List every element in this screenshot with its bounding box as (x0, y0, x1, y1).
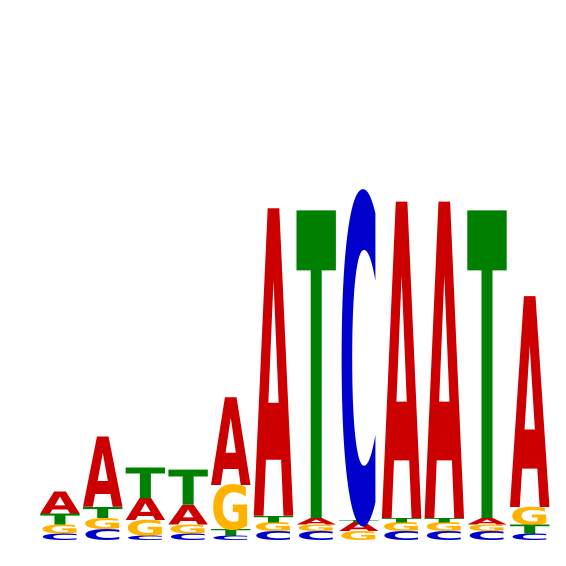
logo-letter-t: T (168, 460, 208, 517)
logo-letter-g: G (510, 503, 550, 531)
logo-letter-t: T (467, 127, 507, 566)
logo-letter-c: C (254, 529, 294, 543)
logo-letter-t: T (83, 504, 123, 522)
logo-letter-a: A (339, 520, 379, 534)
logo-letter-c: C (510, 532, 550, 542)
logo-letter-a: A (382, 115, 422, 566)
logo-letter-c: C (211, 535, 251, 542)
logo-letter-t: T (40, 511, 80, 529)
logo-letter-a: A (168, 500, 208, 532)
logo-letter-t: T (510, 522, 550, 536)
logo-letter-t: T (382, 517, 423, 524)
logo-letter-c: C (125, 535, 165, 542)
logo-letter-g: G (125, 516, 165, 541)
logo-letter-a: A (125, 492, 165, 527)
logo-letter-c: C (424, 529, 464, 543)
logo-letter-g: G (296, 523, 336, 534)
logo-letter-g: G (339, 529, 379, 543)
logo-letter-a: A (40, 486, 80, 521)
logo-letter-g: G (83, 515, 123, 533)
logo-letter-g: G (211, 473, 251, 543)
logo-letter-c: C (339, 106, 379, 566)
logo-letter-c: C (382, 529, 422, 543)
logo-letter-a: A (424, 115, 464, 566)
logo-letter-g: G (254, 520, 294, 534)
logo-letter-g: G (467, 523, 507, 534)
logo-letter-c: C (168, 532, 208, 542)
logo-letter-c: C (40, 532, 80, 542)
logo-letter-a: A (83, 418, 123, 530)
logo-letter-a: A (467, 516, 507, 526)
logo-letter-t: T (211, 527, 252, 538)
logo-letter-c: C (467, 529, 507, 543)
logo-letter-g: G (424, 520, 464, 534)
logo-letter-t: T (125, 460, 165, 509)
logo-letter-t: T (424, 517, 465, 524)
logo-letter-c: C (83, 526, 123, 543)
logo-letter-t: T (254, 514, 295, 525)
logo-letter-g: G (382, 520, 422, 534)
logo-letter-t: T (339, 520, 380, 524)
logo-letter-a: A (510, 240, 550, 566)
logo-letter-a: A (211, 373, 251, 513)
logo-letter-a: A (254, 124, 294, 566)
logo-letter-c: C (296, 529, 336, 543)
logo-letter-a: A (296, 516, 336, 526)
logo-letter-g: G (168, 523, 208, 537)
logo-letter-g: G (40, 523, 80, 537)
logo-letter-t: T (296, 127, 336, 566)
